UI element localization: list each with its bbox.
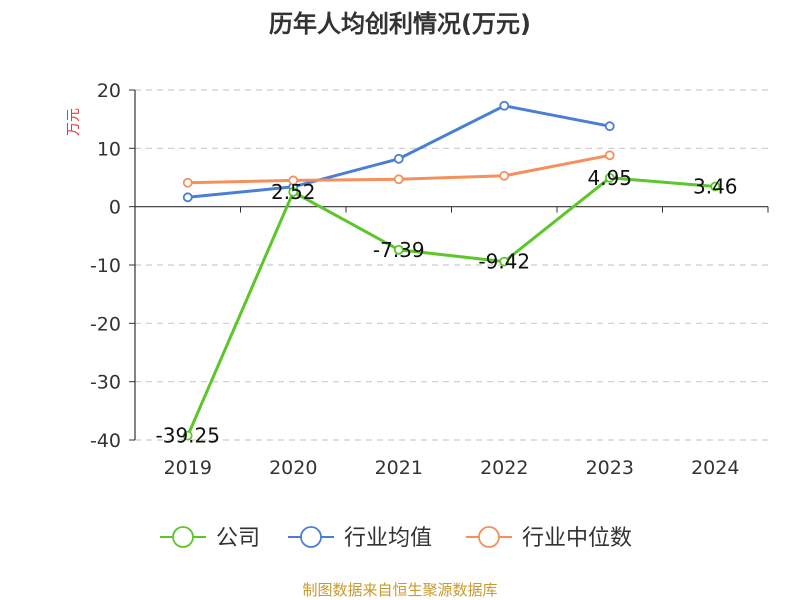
- x-tick-label: 2022: [480, 457, 528, 479]
- data-label: 3.46: [693, 174, 738, 198]
- data-point: [604, 150, 615, 161]
- y-tick-label: 0: [109, 197, 121, 219]
- y-axis-label: 万元: [66, 108, 82, 136]
- x-tick-label: 2021: [375, 457, 423, 479]
- data-label: -39.25: [156, 424, 220, 448]
- legend-marker-icon: [172, 526, 194, 548]
- data-point: [182, 177, 193, 188]
- x-tick-label: 2023: [586, 457, 634, 479]
- data-label: 2.52: [271, 180, 316, 204]
- y-tick-label: -20: [90, 313, 121, 335]
- legend-label: 行业中位数: [522, 526, 632, 551]
- data-point: [393, 244, 404, 255]
- y-tick-label: -10: [90, 255, 121, 277]
- data-point: [499, 170, 510, 181]
- legend-label: 公司: [216, 526, 260, 551]
- y-tick-label: -40: [90, 430, 121, 452]
- data-label: -9.42: [478, 250, 530, 274]
- series-line-0: [186, 176, 716, 437]
- legend-marker-icon: [478, 526, 500, 548]
- y-tick-label: 10: [97, 138, 121, 160]
- y-tick-label: 20: [97, 80, 121, 102]
- data-label: -7.39: [373, 238, 425, 262]
- data-point: [604, 172, 615, 183]
- y-tick-label: -30: [90, 372, 121, 394]
- source-footer: 制图数据来自恒生聚源数据库: [302, 581, 497, 599]
- data-point: [393, 153, 404, 164]
- data-point: [182, 430, 193, 441]
- data-point: [499, 100, 510, 111]
- data-point: [604, 121, 615, 132]
- chart-title: 历年人均创利情况(万元): [269, 10, 531, 38]
- x-tick-label: 2024: [691, 457, 739, 479]
- legend-label: 行业均值: [344, 526, 432, 551]
- x-tick-label: 2020: [269, 457, 317, 479]
- data-point: [499, 256, 510, 267]
- data-point: [288, 175, 299, 186]
- legend-marker-icon: [300, 526, 322, 548]
- data-point: [393, 174, 404, 185]
- data-point: [182, 192, 193, 203]
- data-point: [288, 187, 299, 197]
- data-label: 4.95: [587, 166, 632, 190]
- data-point: [710, 181, 721, 192]
- x-tick-label: 2019: [164, 457, 212, 479]
